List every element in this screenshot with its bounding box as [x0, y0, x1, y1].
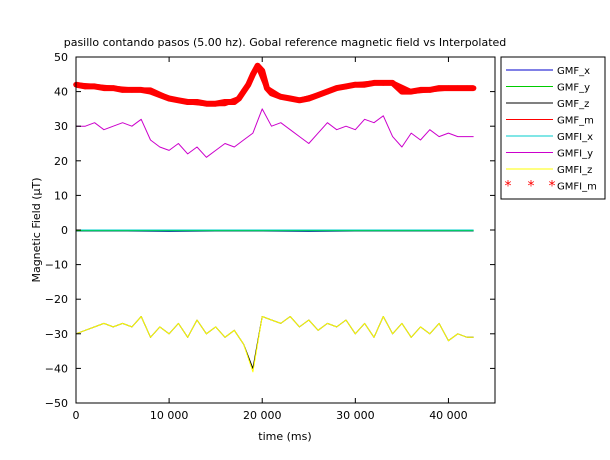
data-point	[129, 87, 135, 93]
y-tick-label: 20	[54, 155, 68, 168]
legend-label: GMFI_m	[557, 182, 597, 193]
data-point	[408, 88, 415, 95]
data-point	[110, 85, 117, 91]
legend-label: GMFI_y	[557, 149, 593, 160]
data-point	[380, 80, 387, 86]
y-tick-label: −20	[45, 293, 68, 306]
y-tick-label: 50	[54, 51, 68, 64]
data-point	[470, 85, 477, 91]
series-gmfi-y	[76, 108, 474, 158]
data-point	[101, 85, 107, 91]
y-tick-label: −10	[45, 259, 68, 272]
legend-label: GMF_y	[557, 83, 590, 94]
data-point	[245, 81, 252, 88]
x-axis: 0 10 000 20 000 30 000 40 000	[73, 57, 468, 422]
data-point	[147, 88, 154, 95]
y-tick-label: −30	[45, 328, 68, 341]
y-tick-label: −50	[45, 397, 68, 410]
data-point	[166, 95, 172, 102]
plot-area	[73, 62, 477, 373]
data-point	[371, 80, 377, 86]
data-point	[361, 81, 368, 88]
data-point	[268, 90, 275, 97]
series-gmf-m	[75, 63, 474, 107]
data-point	[184, 99, 191, 105]
data-point	[464, 85, 470, 91]
data-point	[259, 68, 266, 74]
y-tick-label: 0	[61, 224, 68, 237]
legend-marker: *	[528, 179, 535, 195]
x-axis-label: time (ms)	[258, 430, 311, 443]
chart-title: pasillo contando pasos (5.00 hz). Gobal …	[64, 36, 507, 49]
data-point	[436, 85, 442, 91]
y-axis-label: Magnetic Field (µT)	[30, 177, 43, 282]
y-axis: −50 −40 −30 −20 −10 0 10 20 30 40 50	[45, 51, 495, 410]
data-point	[212, 100, 219, 107]
data-point	[240, 88, 247, 95]
data-point	[264, 85, 270, 91]
x-tick-label: 10 000	[150, 409, 189, 422]
data-point	[138, 87, 144, 93]
data-point	[454, 85, 461, 91]
legend-label: GMF_x	[557, 66, 590, 77]
legend-label: GMF_z	[557, 99, 589, 110]
x-tick-label: 20 000	[243, 409, 282, 422]
data-point	[91, 83, 98, 90]
data-point	[287, 95, 293, 102]
data-point	[254, 62, 261, 69]
series-gmfi-m-band	[75, 62, 474, 107]
data-point	[82, 83, 89, 90]
legend-marker: *	[505, 179, 512, 195]
y-tick-label: 10	[54, 189, 68, 202]
data-point	[305, 95, 312, 102]
data-point	[343, 83, 349, 90]
y-tick-label: 30	[54, 120, 68, 133]
x-tick-label: 0	[73, 409, 80, 422]
legend-label: GMFI_x	[557, 132, 593, 143]
data-point	[427, 87, 433, 93]
data-point	[389, 80, 396, 86]
y-tick-label: −40	[45, 362, 68, 375]
data-point	[231, 99, 238, 105]
data-point	[236, 95, 242, 102]
data-point	[445, 85, 452, 91]
legend-marker: *	[549, 179, 556, 195]
data-point	[250, 71, 256, 78]
series-gmfi-z	[75, 316, 474, 373]
x-tick-label: 40 000	[429, 409, 468, 422]
data-point	[203, 100, 210, 107]
data-point	[399, 88, 405, 95]
x-tick-label: 30 000	[336, 409, 375, 422]
legend-label: GMFI_z	[557, 165, 592, 176]
data-point	[324, 88, 331, 95]
series-gmf-z	[75, 316, 474, 369]
data-point	[222, 99, 228, 105]
data-point	[175, 97, 182, 104]
legend-box	[500, 56, 606, 200]
data-point	[417, 87, 424, 93]
data-point	[157, 92, 163, 98]
data-point	[296, 97, 303, 104]
legend-label: GMF_m	[557, 116, 594, 127]
y-tick-label: 40	[54, 86, 68, 99]
data-point	[194, 99, 200, 105]
data-point	[315, 92, 321, 98]
data-point	[352, 81, 359, 88]
data-point	[119, 87, 126, 93]
data-point	[333, 85, 340, 91]
data-point	[278, 93, 284, 100]
